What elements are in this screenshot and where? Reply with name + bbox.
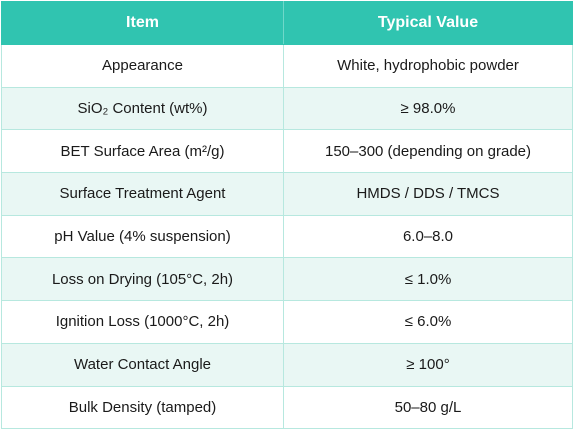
cell-item: Surface Treatment Agent — [1, 172, 284, 216]
cell-item: pH Value (4% suspension) — [1, 214, 284, 259]
cell-value: 150–300 (depending on grade) — [283, 129, 573, 174]
cell-item: Appearance — [1, 44, 284, 88]
table-row: pH Value (4% suspension) 6.0–8.0 — [1, 214, 573, 259]
cell-value: HMDS / DDS / TMCS — [283, 172, 573, 216]
table-row: Appearance White, hydrophobic powder — [1, 44, 573, 88]
table-body: Appearance White, hydrophobic powder SiO… — [1, 44, 573, 430]
cell-value: White, hydrophobic powder — [283, 44, 573, 88]
cell-value: ≥ 98.0% — [283, 86, 573, 131]
column-header-item: Item — [1, 1, 284, 45]
column-header-typical-value: Typical Value — [283, 1, 573, 45]
table-header: Item Typical Value — [1, 1, 573, 45]
table-row: Surface Treatment Agent HMDS / DDS / TMC… — [1, 172, 573, 216]
table-row: Ignition Loss (1000°C, 2h) ≤ 6.0% — [1, 300, 573, 344]
table-row: Water Contact Angle ≥ 100° — [1, 342, 573, 387]
cell-value: 6.0–8.0 — [283, 214, 573, 259]
cell-value: 50–80 g/L — [283, 385, 573, 430]
table-row: Loss on Drying (105°C, 2h) ≤ 1.0% — [1, 257, 573, 302]
table-row: SiO₂ Content (wt%) ≥ 98.0% — [1, 86, 573, 131]
cell-value: ≤ 6.0% — [283, 300, 573, 344]
cell-item: Bulk Density (tamped) — [1, 385, 284, 430]
table-row: BET Surface Area (m²/g) 150–300 (dependi… — [1, 129, 573, 174]
header-row: Item Typical Value — [1, 1, 573, 45]
cell-value: ≥ 100° — [283, 342, 573, 387]
cell-item: SiO₂ Content (wt%) — [1, 86, 284, 131]
table-row: Bulk Density (tamped) 50–80 g/L — [1, 385, 573, 430]
cell-value: ≤ 1.0% — [283, 257, 573, 302]
cell-item: Water Contact Angle — [1, 342, 284, 387]
cell-item: BET Surface Area (m²/g) — [1, 129, 284, 174]
cell-item: Loss on Drying (105°C, 2h) — [1, 257, 284, 302]
cell-item: Ignition Loss (1000°C, 2h) — [1, 300, 284, 344]
